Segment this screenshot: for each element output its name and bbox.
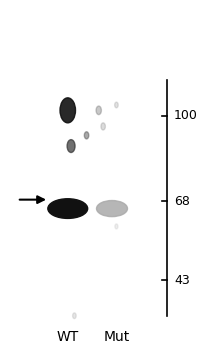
Text: Mut: Mut [103, 330, 129, 344]
Text: WT: WT [57, 330, 79, 344]
Text: 68: 68 [174, 195, 190, 208]
Ellipse shape [97, 201, 127, 217]
Ellipse shape [96, 106, 101, 114]
Ellipse shape [84, 132, 89, 139]
Ellipse shape [115, 224, 118, 229]
Ellipse shape [48, 199, 88, 219]
Ellipse shape [115, 102, 118, 108]
Ellipse shape [67, 140, 75, 153]
Ellipse shape [60, 98, 75, 123]
Ellipse shape [73, 313, 76, 319]
Ellipse shape [101, 123, 105, 130]
Text: 100: 100 [174, 109, 198, 122]
Text: 43: 43 [174, 274, 190, 287]
